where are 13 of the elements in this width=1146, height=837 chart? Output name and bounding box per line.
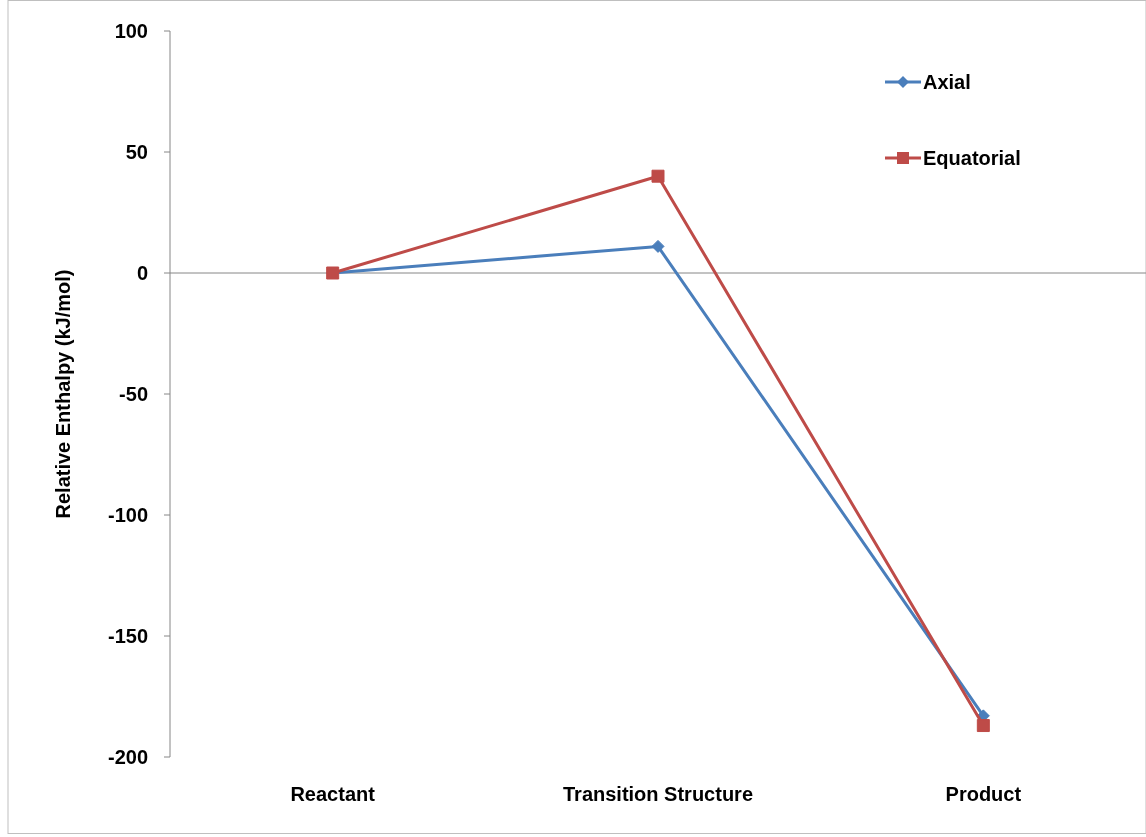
y-tick-label: 100 [114,20,148,42]
y-axis-title: Relative Enthalpy (kJ/mol) [52,269,74,519]
y-tick-label: -100 [107,504,148,526]
y-tick-label: -50 [119,383,148,405]
y-tick-label: 0 [136,262,148,284]
y-tick-label: 50 [125,141,148,163]
x-tick-label: Reactant [290,783,376,805]
y-tick-label: -200 [107,746,148,768]
legend-label: Axial [923,71,971,93]
y-tick-label: -150 [107,625,148,647]
x-tick-label: Transition Structure [562,783,754,805]
x-tick-label: Product [945,783,1022,805]
legend-label: Equatorial [923,147,1021,169]
